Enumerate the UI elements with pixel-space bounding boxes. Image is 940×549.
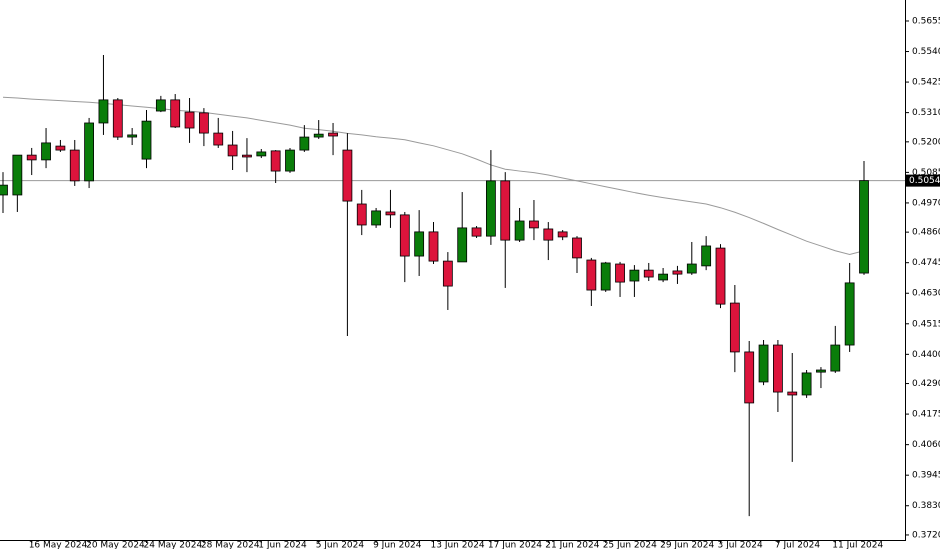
y-tick-label: 0.5425 [912, 78, 940, 88]
candle-body [543, 228, 554, 241]
candle-body [227, 144, 238, 157]
candle-body [643, 269, 654, 278]
candle-body [801, 372, 812, 396]
candle-body [270, 150, 281, 172]
candle-body [12, 154, 23, 196]
candle-body [184, 111, 195, 129]
x-tick-label: 25 Jun 2024 [603, 541, 657, 549]
candle-body [729, 302, 740, 353]
candle-body [557, 231, 568, 238]
candle-body [242, 154, 252, 158]
x-tick-label: 29 Jun 2024 [660, 541, 714, 549]
candle-body [701, 245, 712, 267]
candle-body [514, 220, 525, 241]
candle-body [299, 136, 310, 151]
candle-body [371, 210, 382, 226]
candle-body [586, 259, 597, 291]
candle-body [141, 120, 152, 160]
candle-body [112, 99, 123, 138]
candle-body [485, 180, 496, 237]
y-tick-label: 0.4745 [912, 258, 940, 268]
candle-body [213, 132, 224, 146]
candle-body [55, 145, 66, 151]
x-tick-label: 13 Jun 2024 [431, 541, 485, 549]
candle-body [859, 180, 869, 274]
candle-body [572, 237, 582, 259]
candle-body [98, 99, 109, 124]
candle-body [198, 112, 209, 134]
candle-body [816, 369, 826, 373]
candle-body [442, 260, 453, 287]
candle-body [285, 149, 295, 172]
candle-body [127, 134, 138, 138]
candle-body [457, 227, 468, 263]
x-tick-label: 9 Jun 2024 [373, 541, 422, 549]
candle-body [830, 344, 841, 372]
candle-body [471, 227, 482, 237]
candle-body [155, 99, 166, 112]
candle-body [715, 247, 726, 305]
x-tick-label: 1 Jun 2024 [258, 541, 307, 549]
candle-body [629, 269, 640, 282]
y-tick-label: 0.3720 [912, 530, 940, 540]
candle-body [170, 99, 181, 128]
candle-body [758, 344, 769, 383]
candle-body [744, 351, 755, 404]
candle-body [328, 132, 338, 137]
x-tick-label: 24 May 2024 [144, 541, 203, 549]
candle-body [69, 149, 80, 182]
y-tick-label: 0.4515 [912, 319, 940, 329]
x-tick-label: 21 Jun 2024 [545, 541, 599, 549]
candle-body [600, 262, 611, 291]
candle-body [342, 149, 353, 202]
y-tick-label: 0.3945 [912, 471, 940, 481]
candle-body [844, 282, 855, 346]
candle-body [84, 122, 94, 182]
x-tick-label: 28 May 2024 [201, 541, 260, 549]
candle-body [686, 263, 697, 274]
x-tick-label: 17 Jun 2024 [488, 541, 542, 549]
candle-body [787, 391, 798, 396]
candle-body [658, 273, 668, 281]
x-tick-label: 5 Jun 2024 [316, 541, 365, 549]
y-tick-label: 0.5655 [912, 16, 940, 26]
x-tick-label: 20 May 2024 [86, 541, 145, 549]
candle-body [414, 231, 425, 257]
current-price-label: 0.5054 [909, 176, 940, 186]
candle-body [26, 154, 37, 161]
candle-body [313, 133, 324, 138]
x-tick-label: 11 Jul 2024 [832, 541, 883, 549]
current-price-box [906, 174, 940, 187]
y-tick-label: 0.5085 [912, 168, 940, 178]
y-tick-label: 0.4175 [912, 410, 940, 420]
candle-body [41, 142, 51, 161]
x-tick-label: 3 Jul 2024 [718, 541, 763, 549]
candle-body [385, 211, 396, 216]
moving-average [2, 96, 865, 255]
candle-body [773, 344, 783, 393]
candle-body [256, 151, 267, 157]
candle-body [672, 270, 683, 275]
candle-body [615, 263, 625, 283]
candle-body [500, 180, 511, 241]
candle-body [428, 231, 439, 262]
candle-body [0, 184, 8, 196]
x-tick-label: 7 Jul 2024 [775, 541, 820, 549]
candle-body [399, 214, 410, 257]
candle-body [356, 203, 367, 226]
candle-body [529, 220, 539, 229]
x-tick-label: 16 May 2024 [29, 541, 88, 549]
